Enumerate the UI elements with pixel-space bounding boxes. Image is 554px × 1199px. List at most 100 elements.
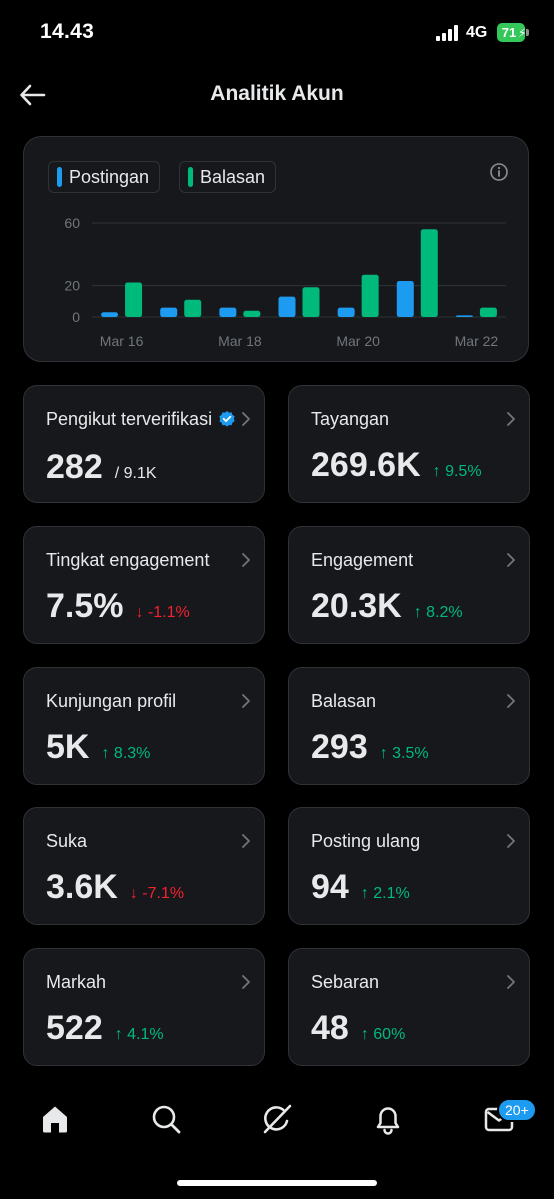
bar-postingan [160,307,178,317]
chevron-right-icon [507,834,515,848]
metric-value: 48 [311,1009,349,1047]
chart-card: Postingan Balasan 0 20 60 Mar 16 Mar 18 Mar 2… [23,136,529,362]
header: Analitik Akun [0,70,554,118]
legend-item-balasan[interactable]: Balasan [179,161,277,193]
legend-swatch-postingan [57,167,62,187]
chevron-right-icon [242,694,250,708]
metric-label: Posting ulang [311,831,421,851]
metric-value: 5K [46,728,90,766]
metric-card-profile-visits[interactable]: Kunjungan profil 5K ↑ 8.3% [23,667,265,785]
charging-bolt-icon: ⚡ [518,26,527,40]
nav-home[interactable] [35,1099,75,1139]
metric-value-row: 269.6K ↑ 9.5% [311,446,482,485]
metric-value: 269.6K [311,446,421,484]
x-tick-label: Mar 16 [100,333,144,349]
status-bar: 14.43 4G 71 ⚡ [0,0,554,66]
metric-change: ↑ 8.2% [413,604,463,621]
metric-label: Tayangan [311,409,390,429]
metric-card-bookmarks[interactable]: Markah 522 ↑ 4.1% [23,948,265,1066]
metric-card-replies[interactable]: Balasan 293 ↑ 3.5% [288,667,530,785]
metric-value-row: 7.5% ↓ -1.1% [46,587,190,626]
chevron-right-icon [507,694,515,708]
bar-balasan [361,274,379,317]
metric-value: 293 [311,728,368,766]
metric-label: Balasan [311,691,377,711]
metric-change: ↑ 4.1% [114,1026,164,1043]
legend-label-balasan: Balasan [200,166,266,187]
y-tick-label: 60 [64,215,80,231]
metric-value-row: 293 ↑ 3.5% [311,728,429,767]
metric-label: Sebaran [311,972,380,992]
verified-badge-icon [219,411,235,427]
metric-value-row: 5K ↑ 8.3% [46,728,150,767]
home-icon [43,1106,67,1133]
bar-postingan [278,296,296,317]
nav-search[interactable] [146,1099,186,1139]
back-button[interactable] [16,78,50,112]
metric-change: ↑ 3.5% [379,745,429,762]
metric-value: 282 [46,448,103,486]
bar-balasan [479,307,497,317]
x-tick-label: Mar 18 [218,333,262,349]
metric-change: ↓ -7.1% [129,885,185,902]
arrow-left-icon [20,84,46,106]
metric-change: ↑ 8.3% [101,745,151,762]
battery-level: 71 [501,25,517,40]
bar-postingan [396,280,414,317]
metric-card-engagements[interactable]: Engagement 20.3K ↑ 8.2% [288,526,530,644]
metric-card-verified-followers[interactable]: Pengikut terverifikasi 282 / 9.1K [23,385,265,503]
nav-grok[interactable] [257,1099,297,1139]
legend-item-postingan[interactable]: Postingan [48,161,161,193]
status-time: 14.43 [40,20,95,43]
metric-value-row: 3.6K ↓ -7.1% [46,868,184,907]
bar-postingan [337,307,355,317]
metric-change: ↑ 9.5% [432,463,482,480]
legend-swatch-balasan [188,167,193,187]
metric-label: Tingkat engagement [46,550,210,570]
nav-notifications[interactable] [368,1099,408,1139]
chevron-right-icon [507,975,515,989]
metric-card-reposts[interactable]: Posting ulang 94 ↑ 2.1% [288,807,530,925]
info-circle-icon[interactable] [488,161,510,183]
metric-label: Pengikut terverifikasi [46,409,213,429]
legend-label-postingan: Postingan [69,166,150,187]
metric-value: 94 [311,868,349,906]
metric-value-row: 48 ↑ 60% [311,1009,405,1048]
chevron-right-icon [242,412,250,426]
chevron-right-icon [507,553,515,567]
messages-badge: 20+ [497,1098,537,1122]
metric-card-likes[interactable]: Suka 3.6K ↓ -7.1% [23,807,265,925]
battery-icon: 71 ⚡ [497,23,529,42]
chevron-right-icon [242,553,250,567]
metric-change: ↑ 60% [360,1026,406,1043]
chevron-right-icon [242,975,250,989]
y-tick-label: 20 [64,278,80,294]
bottom-nav [0,1085,554,1155]
bar-balasan [243,310,261,317]
bell-icon [376,1107,400,1135]
metric-card-engagement-rate[interactable]: Tingkat engagement 7.5% ↓ -1.1% [23,526,265,644]
metric-card-shares[interactable]: Sebaran 48 ↑ 60% [288,948,530,1066]
metric-value-row: 20.3K ↑ 8.2% [311,587,463,626]
search-icon [152,1105,181,1134]
bar-balasan [184,299,202,317]
x-tick-label: Mar 20 [336,333,380,349]
bar-chart: 0 20 60 Mar 16 Mar 18 Mar 20 Mar 22 [64,215,506,349]
metric-card-impressions[interactable]: Tayangan 269.6K ↑ 9.5% [288,385,530,503]
metric-change: ↓ -1.1% [135,604,190,621]
metric-value: 7.5% [46,587,124,625]
metric-label: Engagement [311,550,414,570]
metric-label: Kunjungan profil [46,691,177,711]
home-indicator [177,1180,377,1186]
bar-balasan [420,229,438,317]
bar-postingan [455,315,473,317]
metric-label: Suka [46,831,88,851]
network-type: 4G [466,24,488,41]
y-tick-label: 0 [72,309,80,325]
page-title: Analitik Akun [210,82,344,105]
metric-value-row: 282 / 9.1K [46,448,157,487]
metric-value: 20.3K [311,587,402,625]
bar-postingan [101,312,119,317]
chevron-right-icon [242,834,250,848]
metric-value-row: 522 ↑ 4.1% [46,1009,164,1048]
